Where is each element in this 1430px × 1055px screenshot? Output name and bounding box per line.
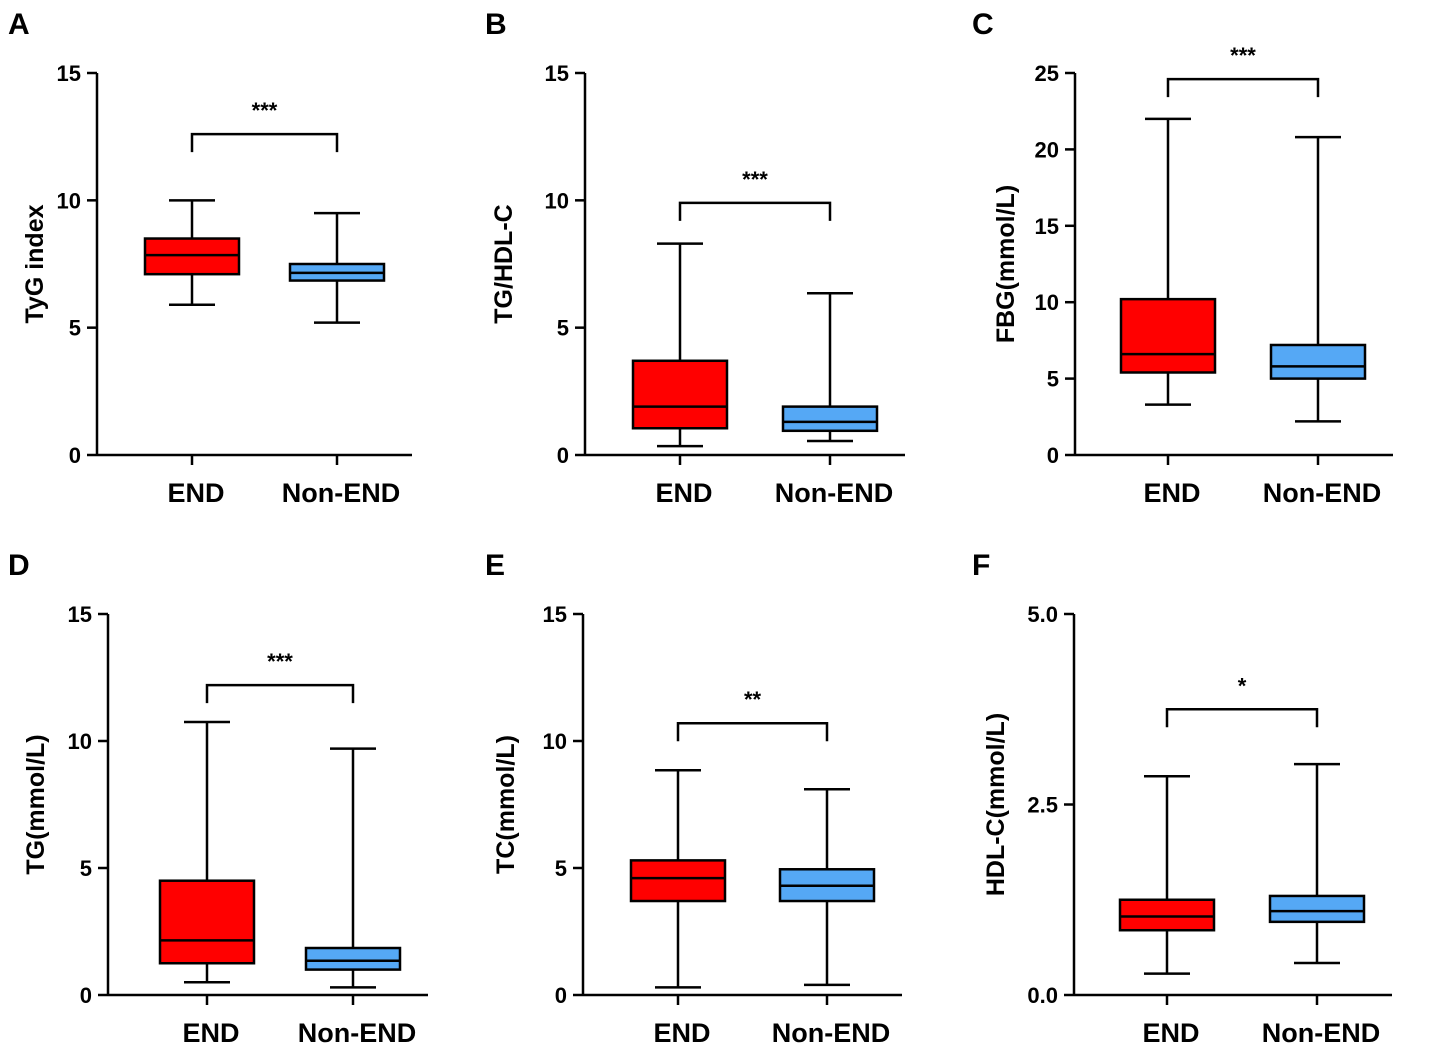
panel-e-ytick-label: 5 [555, 856, 567, 881]
panel-c-significance-bracket [1166, 77, 1320, 98]
panel-e-category-label: Non-END [772, 1018, 890, 1048]
panel-f-significance-bracket [1165, 708, 1319, 728]
panel-c-y-title: FBG(mmol/L) [992, 185, 1020, 343]
panel-a-ytick-label: 5 [69, 316, 81, 341]
panel-f-category-label: Non-END [1262, 1018, 1380, 1048]
panel-b-y-title: TG/HDL-C [490, 204, 518, 323]
panel-b-category-label: Non-END [775, 478, 893, 508]
panel-c-category-label: END [1143, 478, 1200, 508]
panel-d-y-title: TG(mmol/L) [22, 734, 50, 874]
panel-a-ytick-label: 15 [57, 61, 81, 86]
panel-f-box-end [1118, 898, 1216, 932]
panel-e-ytick-label: 0 [555, 983, 567, 1008]
panel-d-significance-label: *** [267, 649, 293, 674]
panel-c-ytick-label: 10 [1035, 290, 1059, 315]
panel-e-y-title: TC(mmol/L) [492, 735, 520, 874]
panel-d-ytick-label: 10 [68, 729, 92, 754]
panel-f-category-label: END [1142, 1018, 1199, 1048]
panel-b-ytick-label: 10 [545, 188, 569, 213]
panel-a-significance-label: *** [252, 98, 278, 123]
panel-a-category-label: Non-END [282, 478, 400, 508]
panel-c-significance-label: *** [1230, 43, 1256, 68]
panel-d-box-non-end [304, 946, 402, 971]
panel-d-category-label: END [182, 1018, 239, 1048]
panel-d-significance-bracket [205, 683, 355, 704]
panel-b-ytick-label: 15 [545, 61, 569, 86]
panel-b-ytick-label: 0 [557, 443, 569, 468]
panel-f-ytick-label: 0.0 [1027, 983, 1058, 1008]
panel-f-ytick-label: 5.0 [1027, 602, 1058, 627]
panel-d-ytick-label: 0 [80, 983, 92, 1008]
panel-e-box-end [629, 859, 727, 903]
panel-c-ytick-label: 5 [1047, 367, 1059, 392]
panel-c-ytick-label: 20 [1035, 137, 1059, 162]
panel-a-ytick-label: 0 [69, 443, 81, 468]
panel-c-ytick-label: 0 [1047, 443, 1059, 468]
panel-d-letter: D [8, 549, 30, 582]
panel-a-significance-bracket [190, 132, 339, 153]
panel-d-box-end [158, 879, 256, 965]
panel-f-ytick-label: 2.5 [1027, 793, 1058, 818]
panel-d-ytick-label: 15 [68, 602, 92, 627]
panel-b-ytick-label: 5 [557, 316, 569, 341]
panel-a-category-label: END [167, 478, 224, 508]
panel-d-category-label: Non-END [298, 1018, 416, 1048]
panel-a-box-end [143, 237, 241, 276]
panel-e-significance-bracket [676, 721, 829, 742]
panel-b-significance-label: *** [742, 167, 768, 192]
panel-b-significance-bracket [678, 201, 832, 221]
panel-e-letter: E [485, 549, 505, 582]
panel-f-significance-label: * [1238, 673, 1247, 698]
panel-c-ytick-label: 25 [1035, 61, 1059, 86]
panel-c-letter: C [972, 8, 994, 41]
panel-b-letter: B [485, 8, 507, 41]
panel-c-box-end [1119, 297, 1217, 374]
panel-d-ytick-label: 5 [80, 856, 92, 881]
panel-a-letter: A [8, 8, 30, 41]
panel-b-box-non-end [781, 405, 879, 433]
panel-c-ytick-label: 15 [1035, 214, 1059, 239]
panel-f-letter: F [972, 549, 990, 582]
panel-f-y-title: HDL-C(mmol/L) [982, 713, 1010, 896]
panel-a-y-title: TyG index [21, 204, 49, 323]
panel-e-ytick-label: 10 [543, 729, 567, 754]
panel-c-category-label: Non-END [1263, 478, 1381, 508]
panel-e-category-label: END [653, 1018, 710, 1048]
panel-b-category-label: END [655, 478, 712, 508]
panel-e-ytick-label: 15 [543, 602, 567, 627]
panel-e-significance-label: ** [744, 687, 762, 712]
panel-f-box-non-end [1268, 894, 1366, 924]
panel-b-box-end [631, 359, 729, 430]
panel-c-box-non-end [1269, 343, 1367, 380]
panel-a-ytick-label: 10 [57, 188, 81, 213]
